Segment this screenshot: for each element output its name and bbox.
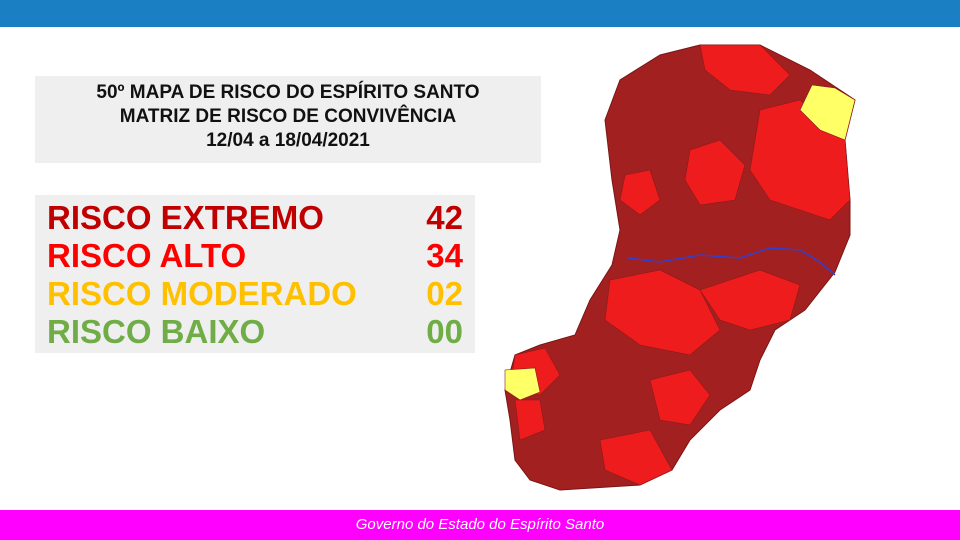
risk-row: RISCO MODERADO 02 [47,275,463,313]
risk-row: RISCO EXTREMO 42 [47,199,463,237]
risk-count: 34 [426,237,463,274]
risk-label: RISCO ALTO [47,237,247,274]
risk-label: RISCO MODERADO [47,275,357,312]
risk-row: RISCO ALTO 34 [47,237,463,275]
title-line: 12/04 a 18/04/2021 [206,130,370,151]
title-box: 50º MAPA DE RISCO DO ESPÍRITO SANTO MATR… [35,76,541,163]
risk-label: RISCO EXTREMO [47,199,324,236]
river [627,247,836,276]
moderate-risk-areas [504,84,856,401]
risk-label: RISCO BAIXO [47,313,266,350]
title-line: 50º MAPA DE RISCO DO ESPÍRITO SANTO [96,82,480,103]
risk-count: 00 [426,313,463,350]
risk-count: 42 [426,199,463,236]
risk-count: 02 [426,275,463,312]
risk-row: RISCO BAIXO 00 [47,313,463,351]
map [504,44,856,491]
title-line: MATRIZ DE RISCO DE CONVIVÊNCIA [119,106,457,127]
risk-box: RISCO EXTREMO 42 RISCO ALTO 34 RISCO MODERAD… [35,195,475,353]
footer: Governo do Estado do Espírito Santo [0,510,960,540]
top-bar [0,0,960,27]
